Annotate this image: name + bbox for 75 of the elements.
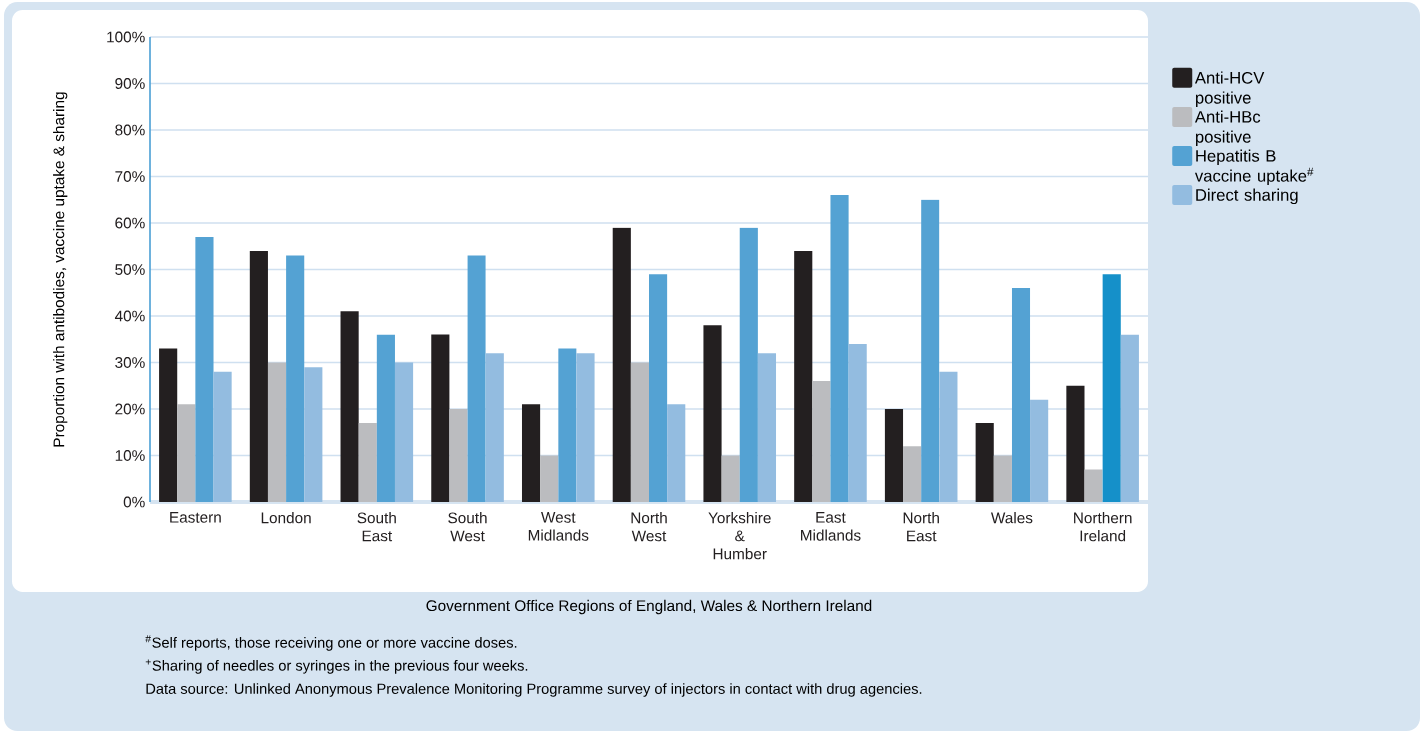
bar: [739, 227, 758, 503]
legend-label: Direct sharing: [1196, 188, 1298, 205]
x-tick-label: Wales: [990, 512, 1033, 524]
x-tick-label: South West: [448, 512, 487, 542]
bar: [304, 367, 323, 503]
bar: [794, 250, 813, 503]
bar: [884, 409, 904, 503]
bar: [358, 422, 377, 503]
bar: [612, 227, 631, 503]
text: $^{#}$Self reports, those receiving one or more vaccine doses.: [145, 635, 517, 651]
bar: [1084, 469, 1103, 503]
x-tick-label: Eastern: [170, 512, 221, 523]
bar: [376, 334, 395, 503]
x-tick-label: North East: [903, 512, 939, 542]
bar: [848, 343, 867, 503]
x-axis-title: Government Office Regions of England, Wales & Northern Ireland: [426, 599, 872, 615]
bar: [1030, 399, 1049, 503]
bar: [159, 348, 178, 503]
bar: [703, 325, 722, 503]
bar: [993, 455, 1012, 503]
bar: [558, 348, 577, 503]
legend-label: Anti-HCV positive: [1194, 71, 1265, 107]
x-tick-label: West Midlands: [528, 512, 589, 541]
x-tick-label: Yorkshire & Humber: [708, 512, 771, 560]
bar: [449, 409, 468, 503]
bar: [939, 371, 958, 503]
bar: [757, 353, 777, 503]
y-tick-label: 50%: [115, 264, 145, 275]
bar: [340, 311, 359, 503]
bar: [1120, 334, 1139, 503]
bar: [540, 455, 559, 503]
y-tick-label: 10%: [115, 450, 145, 461]
x-tick-label: East Midlands: [801, 512, 861, 541]
x-tick-label: South East: [357, 512, 396, 542]
bar: [521, 404, 541, 503]
y-tick-label: 0%: [123, 496, 145, 508]
legend-label: Hepatitis B vaccine uptake$^{#}$: [1194, 149, 1314, 186]
bar: [649, 274, 668, 503]
y-tick-label: 100%: [107, 31, 145, 43]
bar: [812, 381, 831, 503]
text: $^{+}$Sharing of needles or syringes in the previous four weeks.: [145, 659, 528, 674]
bar: [467, 255, 486, 503]
bar: [830, 195, 849, 503]
x-tick-label: North West: [631, 512, 667, 542]
bar: [721, 455, 740, 503]
y-tick-label: 20%: [115, 403, 145, 415]
y-tick-label: 80%: [115, 124, 145, 136]
bar: [903, 446, 922, 503]
y-tick-label: 90%: [115, 78, 145, 89]
y-axis-title: Proportion with antibodies, vaccine uptake & sharing: [53, 92, 68, 447]
bar: [576, 353, 595, 503]
bar: [630, 362, 650, 503]
bar: [267, 362, 287, 503]
y-tick-label: 40%: [114, 310, 145, 322]
bar: [286, 255, 305, 503]
bar: [1066, 385, 1085, 503]
bar: [177, 404, 196, 503]
source-note: Data source: Unlinked Anonymous Prevalence Monitoring Programme survey of injectors in contact with drug agencies.: [146, 683, 922, 697]
bar: [195, 236, 214, 503]
bar: [431, 334, 450, 503]
bar: [394, 362, 414, 503]
bar: [921, 199, 940, 503]
bar: [667, 404, 686, 503]
x-tick-label: London: [261, 512, 311, 524]
bar: [975, 422, 994, 503]
y-tick-label: 60%: [115, 217, 145, 229]
y-tick-label: 30%: [115, 357, 145, 368]
bar: [1011, 288, 1031, 503]
bar: [213, 371, 232, 503]
legend-label: Anti-HBc positive: [1194, 110, 1261, 147]
bar: [485, 353, 504, 503]
bar: [249, 250, 268, 503]
x-tick-label: Northern Ireland: [1074, 512, 1132, 542]
bar: [1102, 274, 1121, 503]
y-tick-label: 70%: [115, 171, 145, 182]
